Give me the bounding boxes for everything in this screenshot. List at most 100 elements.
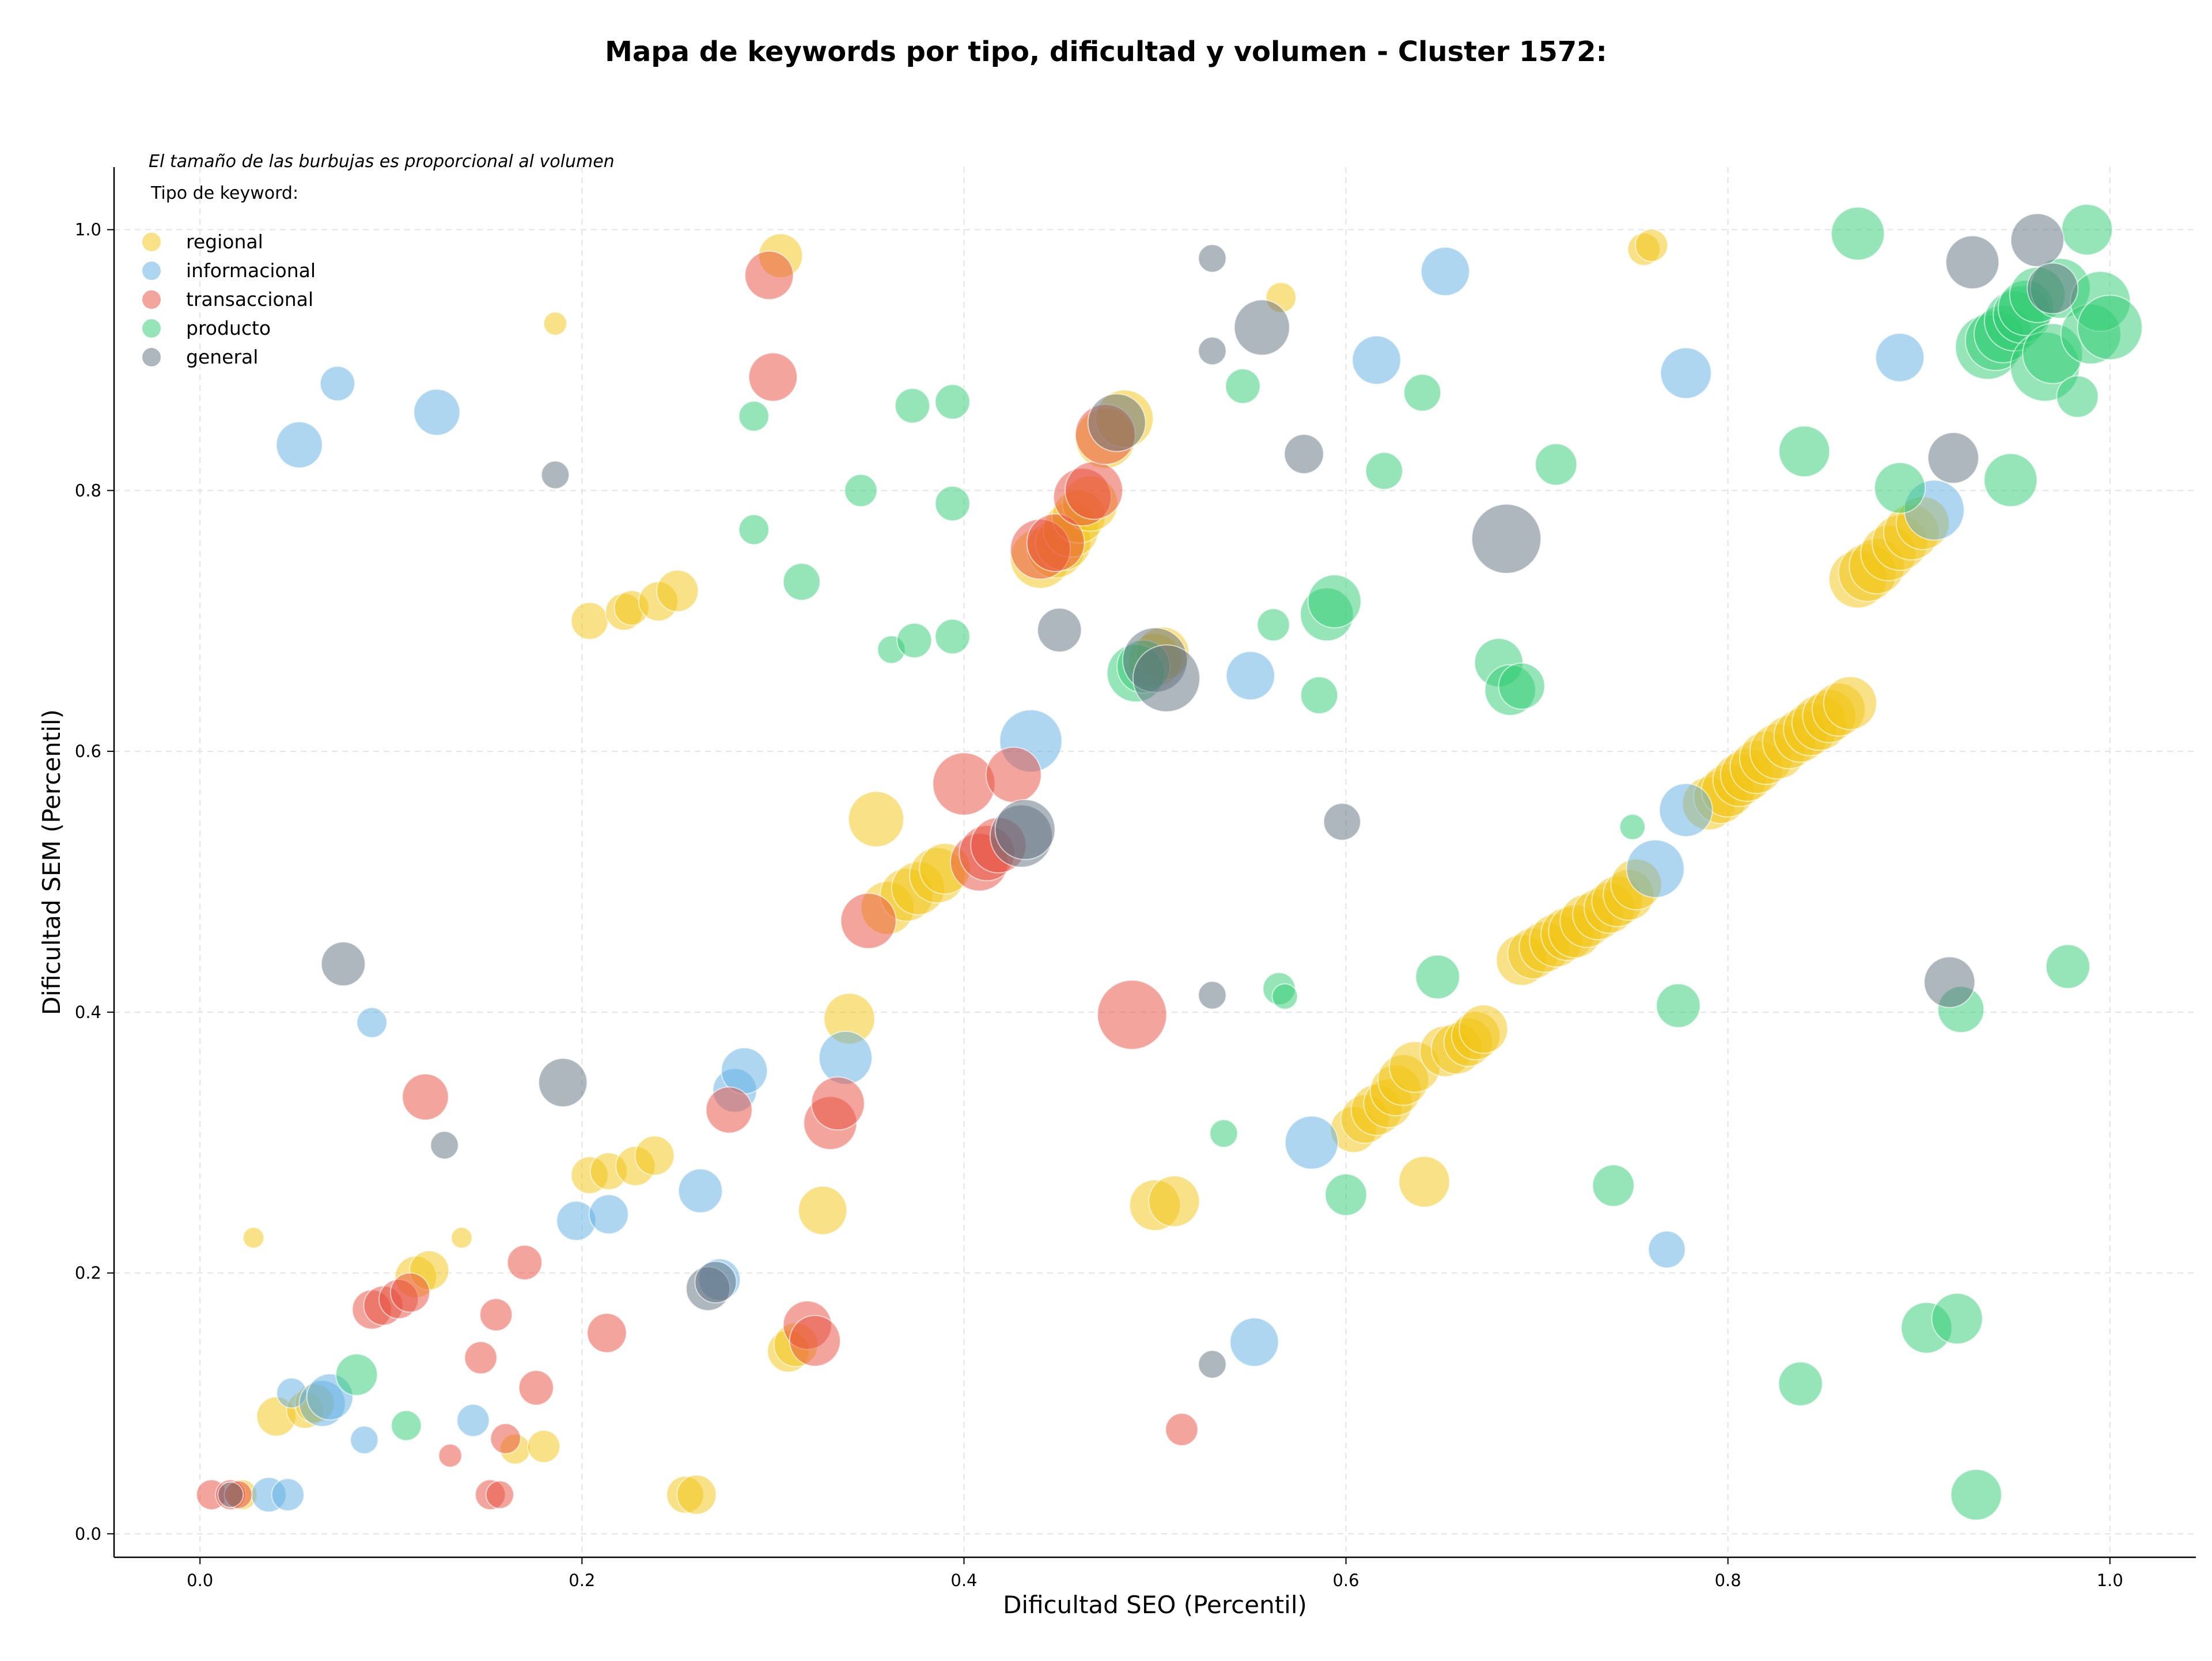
- legend: regional informacional transaccional produc…: [141, 230, 316, 368]
- bubble-producto: [1307, 574, 1362, 629]
- bubble-informacional: [1647, 1230, 1686, 1269]
- legend-title: Tipo de keyword:: [150, 183, 298, 203]
- bubble-producto: [1498, 662, 1546, 710]
- bubble-general: [2010, 213, 2065, 267]
- bubble-regional: [450, 1227, 473, 1249]
- bubble-informacional: [1284, 1115, 1339, 1170]
- bubble-transaccional: [810, 1076, 865, 1131]
- bubble-transaccional: [402, 1073, 449, 1121]
- bubble-general: [1927, 432, 1979, 484]
- legend-label: producto: [186, 317, 271, 339]
- bubble-producto: [1874, 461, 1926, 514]
- bubbles: [196, 203, 2143, 1521]
- bubble-informacional: [1875, 332, 1925, 383]
- bubble-producto: [738, 400, 770, 432]
- bubble-informacional: [1351, 335, 1402, 385]
- bubble-informacional: [271, 1478, 305, 1512]
- x-axis-label: Dificultad SEO (Percentil): [1003, 1591, 1307, 1619]
- bubble-producto: [894, 388, 930, 424]
- bubble-transaccional: [985, 746, 1042, 803]
- bubble-informacional: [1420, 247, 1470, 297]
- bubble-general: [1945, 235, 2000, 290]
- bubble-informacional: [413, 388, 461, 436]
- bubble-informacional: [456, 1403, 490, 1437]
- bubble-transaccional: [490, 1423, 521, 1455]
- x-tick-label: 0.4: [950, 1571, 977, 1590]
- bubble-transaccional: [748, 352, 798, 402]
- bubble-producto: [1778, 425, 1831, 478]
- bubble-general: [1233, 299, 1290, 356]
- bubble-transaccional: [518, 1369, 554, 1406]
- bubble-producto: [1324, 1173, 1368, 1216]
- bubble-general: [540, 460, 570, 490]
- bubble-general: [694, 1261, 737, 1304]
- bubble-informacional: [588, 1194, 629, 1235]
- legend-label: general: [186, 346, 258, 368]
- bubble-producto: [1271, 983, 1298, 1010]
- x-tick-label: 1.0: [2097, 1571, 2123, 1590]
- series-informacional: [251, 247, 1965, 1513]
- bubble-producto: [1225, 368, 1261, 404]
- bubble-informacional: [1225, 650, 1275, 701]
- ticks: 0.0 0.2 0.4 0.6 0.8 1.0 0.0 0.2 0.4 0.6 0.8 1.0: [75, 220, 2123, 1590]
- bubble-transaccional: [1064, 461, 1123, 520]
- bubble-producto: [1365, 452, 1403, 490]
- bubble-producto: [1619, 814, 1646, 841]
- bubble-producto: [2056, 375, 2099, 418]
- bubble-general: [1087, 393, 1146, 452]
- bubble-producto: [1656, 983, 1701, 1028]
- bubble-general: [217, 1481, 244, 1508]
- bubble-regional: [656, 569, 699, 612]
- bubble-regional: [847, 790, 904, 847]
- bubble-informacional: [275, 421, 323, 469]
- bubble-transaccional: [464, 1341, 498, 1375]
- bubble-producto: [1950, 1469, 2002, 1521]
- bubble-transaccional: [438, 1443, 463, 1468]
- bubble-regional: [1823, 676, 1877, 731]
- bubble-general: [1132, 644, 1200, 713]
- bubble-producto: [335, 1353, 378, 1397]
- bubble-transaccional: [586, 1312, 627, 1353]
- x-tick-label: 0.8: [1715, 1571, 1741, 1590]
- x-tick-label: 0.0: [187, 1571, 213, 1590]
- y-tick-label: 0.6: [75, 741, 101, 761]
- bubble-producto: [934, 486, 971, 522]
- bubble-transaccional: [1026, 513, 1085, 572]
- bubble-producto: [1256, 608, 1290, 642]
- bubble-general: [538, 1058, 588, 1108]
- bubble-producto: [1415, 954, 1460, 1000]
- bubble-general: [1323, 803, 1361, 841]
- bubble-regional: [543, 311, 567, 336]
- bubble-transaccional: [932, 752, 996, 816]
- bubble-informacional: [1626, 839, 1685, 898]
- bubble-general: [1923, 956, 1976, 1008]
- bubble-producto: [1831, 206, 1885, 261]
- bubble-general: [430, 1130, 459, 1160]
- legend-label: informacional: [186, 259, 316, 282]
- bubble-informacional: [350, 1425, 379, 1455]
- bubble-transaccional: [789, 1315, 841, 1367]
- bubble-producto: [2077, 294, 2143, 361]
- y-tick-label: 1.0: [75, 220, 101, 240]
- bubble-transaccional: [1165, 1413, 1199, 1447]
- bubble-producto: [896, 622, 933, 659]
- bubble-general: [1198, 981, 1227, 1010]
- bubble-informacional: [818, 1031, 873, 1085]
- legend-item-producto: producto: [141, 317, 271, 339]
- bubble-informacional: [356, 1007, 388, 1038]
- bubble-producto: [1403, 373, 1442, 412]
- bubble-producto: [844, 474, 878, 508]
- bubble-producto: [1535, 443, 1578, 486]
- bubble-size-note: El tamaño de las burbujas es proporciona…: [149, 152, 615, 172]
- y-tick-label: 0.0: [75, 1524, 101, 1543]
- bubble-producto: [782, 562, 821, 601]
- y-axis-label: Dificultad SEM (Percentil): [37, 709, 66, 1015]
- bubble-regional: [676, 1474, 717, 1515]
- bubble-transaccional: [705, 1086, 753, 1134]
- bubble-general: [2027, 262, 2079, 315]
- bubble-regional: [798, 1185, 848, 1235]
- legend-label: regional: [186, 230, 263, 253]
- series-transaccional: [196, 250, 1199, 1511]
- x-tick-label: 0.6: [1332, 1571, 1359, 1590]
